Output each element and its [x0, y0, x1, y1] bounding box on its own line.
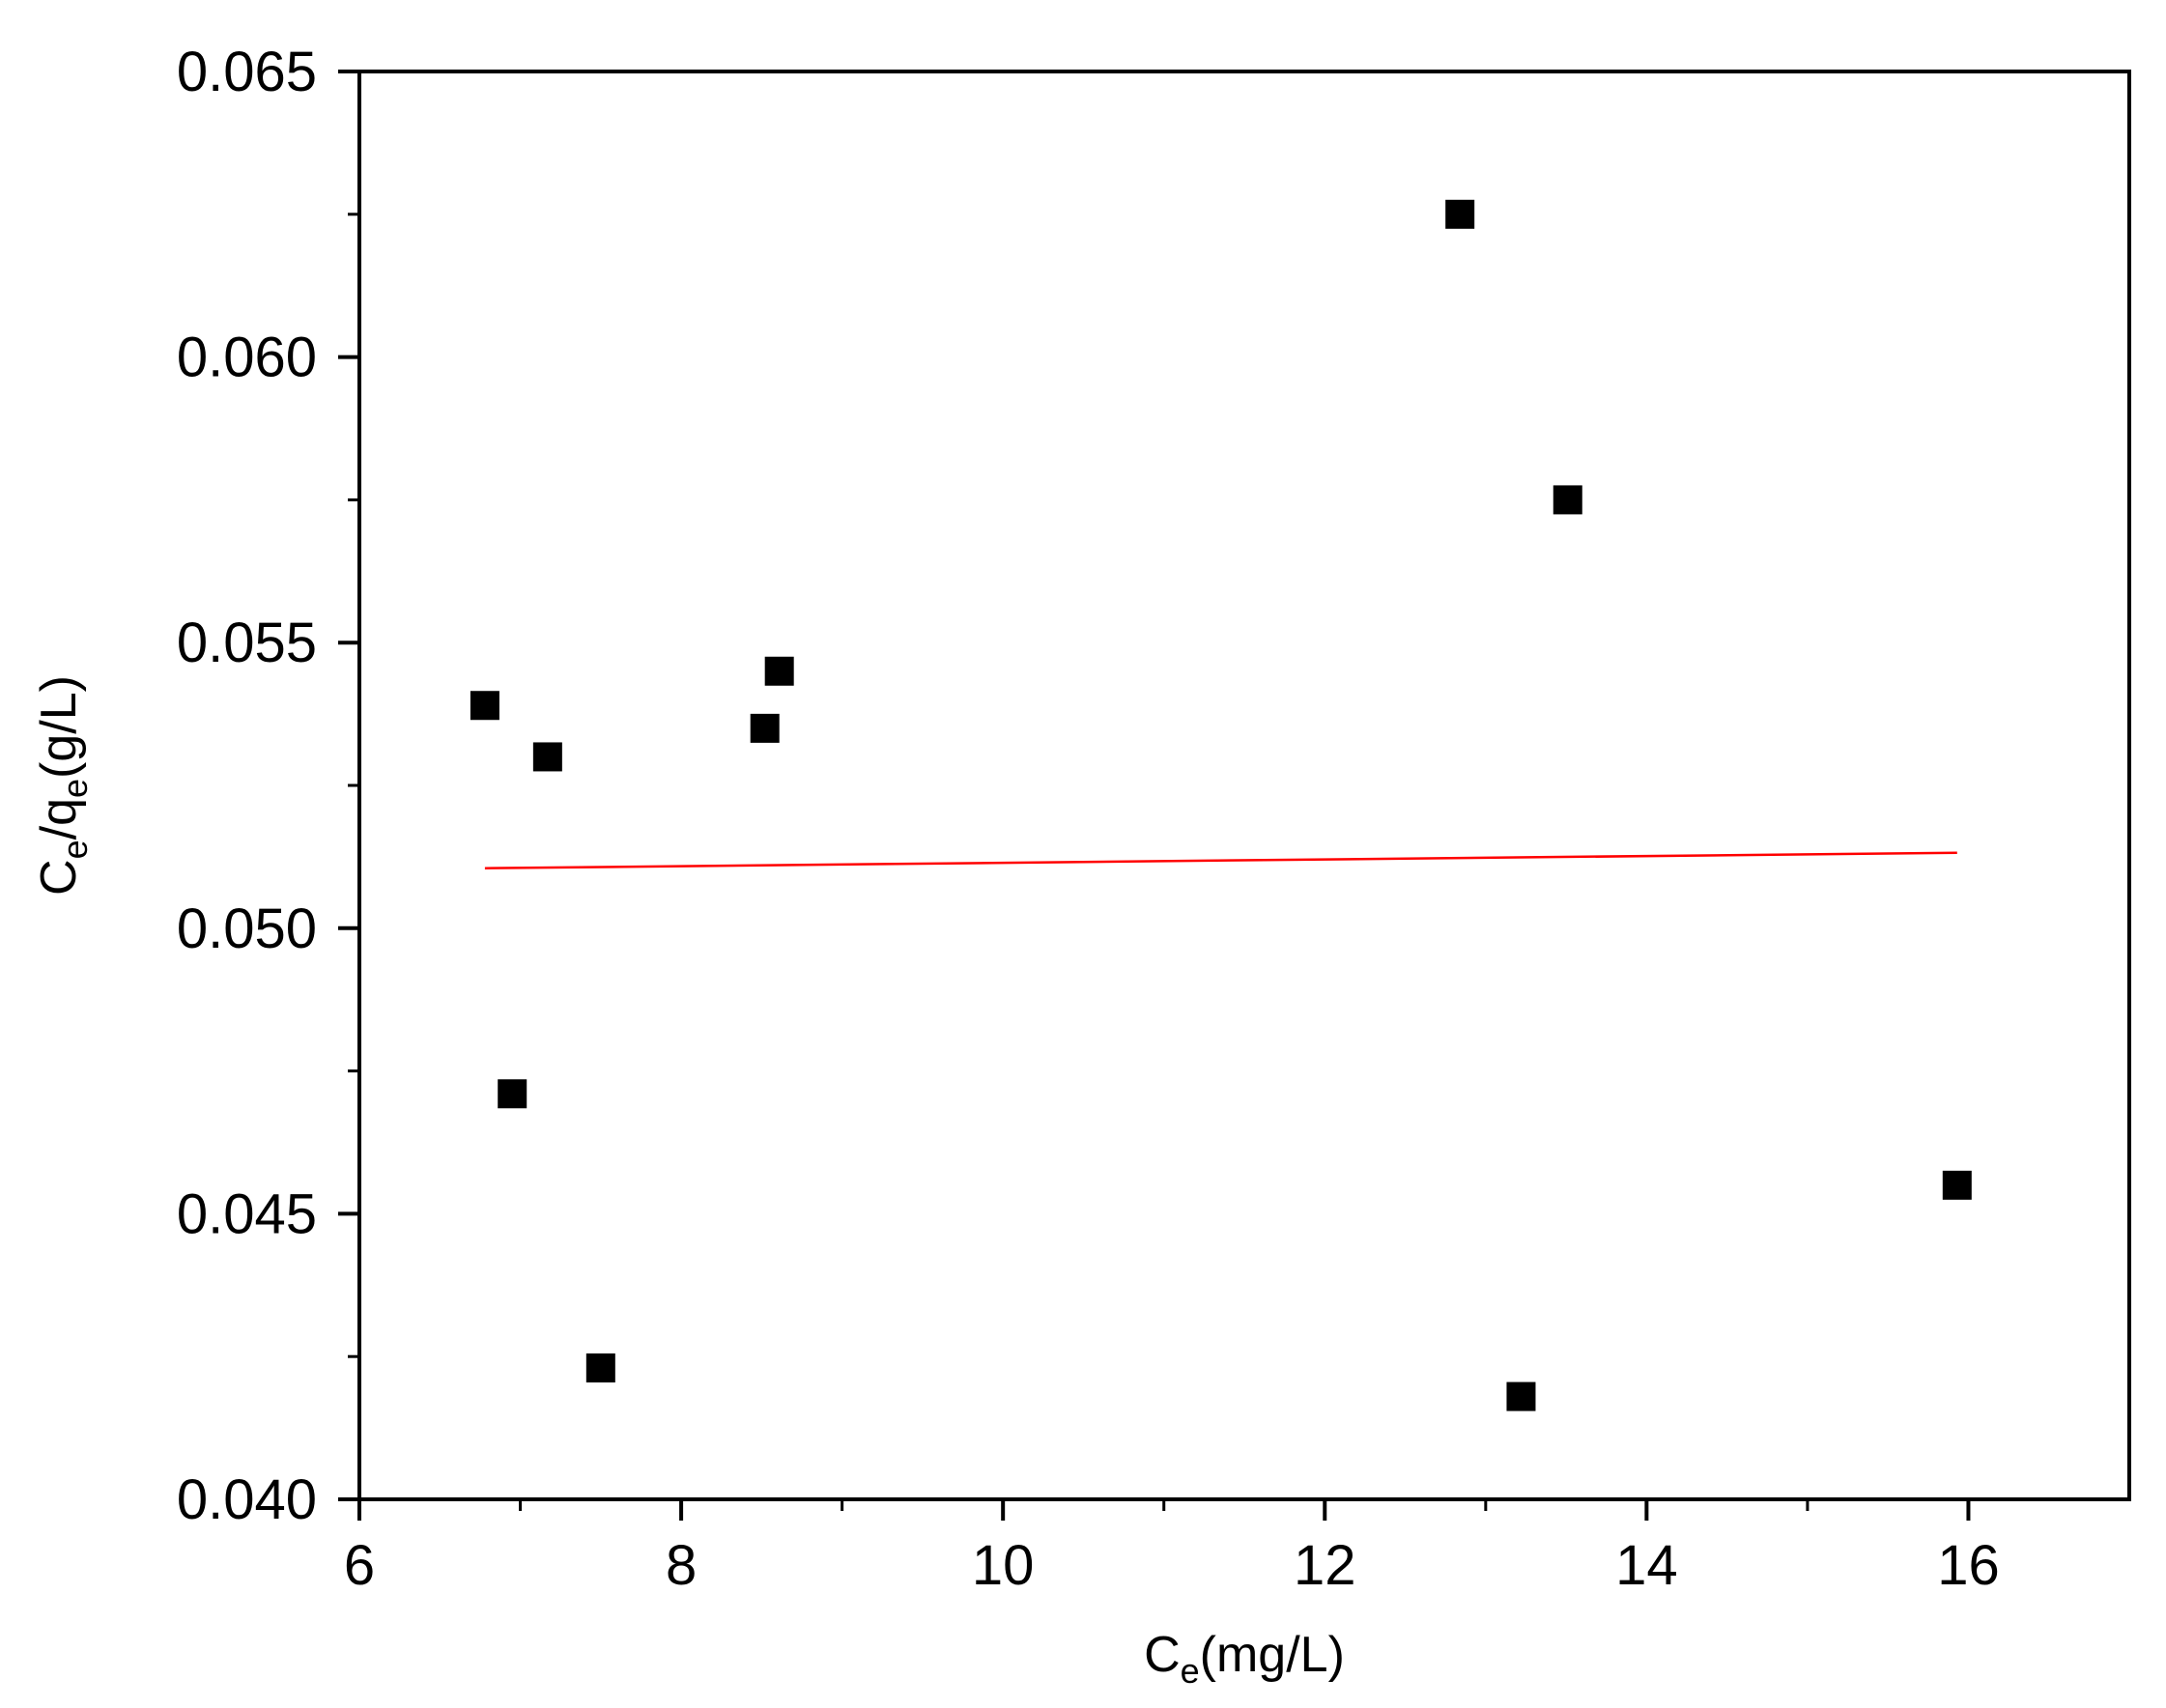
y-axis-ticks: 0.040 0.045 0.050 0.055 0.060 0.065	[177, 41, 359, 1531]
x-tick-label: 6	[344, 1534, 375, 1597]
x-tick-label: 12	[1294, 1534, 1356, 1597]
data-point	[498, 1079, 527, 1109]
data-point	[750, 713, 780, 743]
y-tick-label: 0.045	[177, 1182, 317, 1245]
data-point	[470, 691, 499, 721]
y-tick-label: 0.065	[177, 41, 317, 103]
y-tick-label: 0.055	[177, 612, 317, 674]
data-points-layer	[470, 199, 1972, 1411]
y-tick-label: 0.050	[177, 897, 317, 960]
fit-line	[484, 851, 1957, 869]
data-point	[1942, 1170, 1972, 1200]
x-tick-label: 16	[1937, 1534, 2000, 1597]
x-axis-ticks: 6 8 10 12 14 16	[344, 1499, 2000, 1597]
data-point	[532, 742, 562, 772]
x-tick-label: 8	[666, 1534, 697, 1597]
y-tick-label: 0.040	[177, 1468, 317, 1531]
plot-frame	[357, 70, 2131, 1501]
y-axis-title: Ce/qe(g/L)	[31, 675, 95, 896]
data-point	[764, 656, 794, 686]
x-axis-title: Ce(mg/L)	[1144, 1627, 1345, 1691]
x-tick-label: 14	[1615, 1534, 1678, 1597]
data-point	[1445, 199, 1475, 229]
data-point	[1553, 485, 1582, 515]
fit-line-layer	[484, 851, 1957, 869]
data-point	[1506, 1381, 1536, 1411]
y-tick-label: 0.060	[177, 327, 317, 389]
x-tick-label: 10	[972, 1534, 1035, 1597]
data-point	[585, 1353, 615, 1383]
